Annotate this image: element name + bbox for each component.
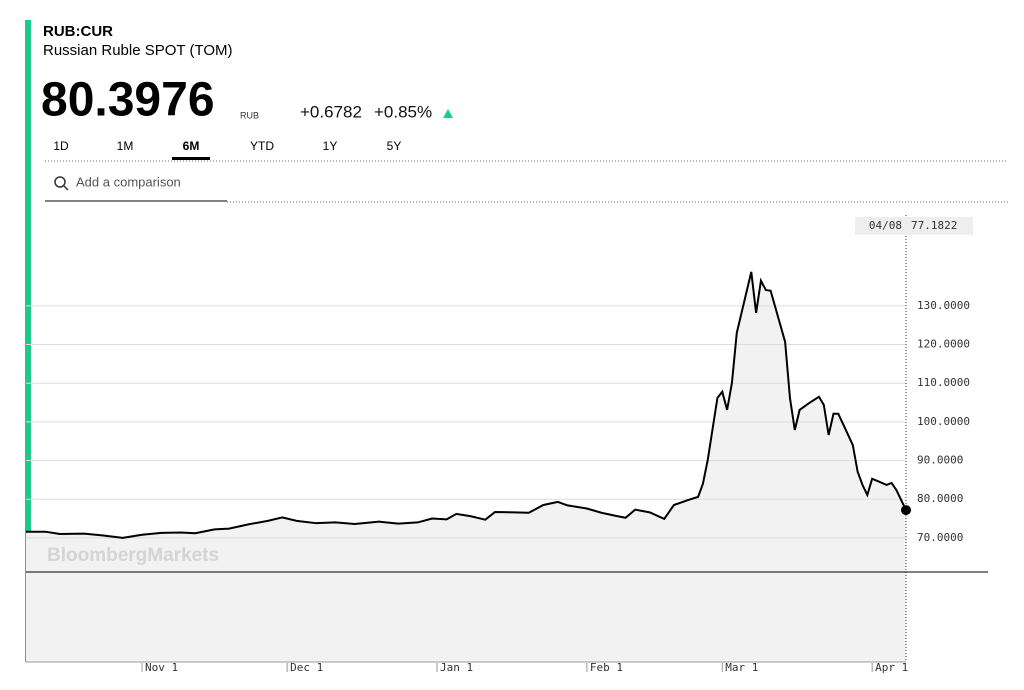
search[interactable]: Add a comparison (54, 174, 181, 191)
tab[interactable]: 1M (117, 139, 134, 153)
tooltip-date: 04/08 (869, 219, 902, 232)
x-tick-label: Feb 1 (590, 661, 623, 674)
y-tick-label: 110.0000 (917, 376, 970, 389)
tab[interactable]: 1Y (323, 139, 338, 153)
currency: RUB (240, 110, 259, 120)
tab[interactable]: YTD (250, 139, 274, 153)
price-line (26, 271, 907, 539)
end-point (901, 505, 911, 516)
tab[interactable]: 5Y (387, 139, 402, 153)
y-tick-label: 130.0000 (917, 299, 970, 312)
search-placeholder[interactable]: Add a comparison (76, 174, 181, 189)
x-tick-label: Dec 1 (290, 661, 323, 674)
change: +0.6782 (300, 102, 362, 121)
y-tick-label: 100.0000 (917, 415, 970, 428)
y-tick-label: 70.0000 (917, 531, 963, 544)
search-icon (63, 185, 69, 191)
change-pct: +0.85% (374, 102, 432, 121)
tab-underline (172, 157, 210, 160)
ticker: RUB:CUR (43, 23, 113, 40)
search-icon (54, 176, 66, 188)
plot: 70.0000 80.0000 90.0000 100.0000 110.0000 120… (26, 215, 988, 674)
up-arrow (443, 109, 453, 118)
y-tick-label: 120.0000 (917, 338, 970, 351)
area (26, 271, 906, 662)
x-tick-label: Apr 1 (875, 661, 908, 674)
tab[interactable]: 6M (183, 139, 200, 153)
x-tick-label: Jan 1 (440, 661, 473, 674)
y-tick-label: 90.0000 (917, 454, 963, 467)
tooltip-box (855, 217, 973, 235)
tab[interactable]: 1D (53, 139, 69, 153)
x-tick-label: Nov 1 (145, 661, 178, 674)
instrument-name: Russian Ruble SPOT (TOM) (43, 42, 233, 59)
accent-bar (25, 20, 31, 662)
x-tick-label: Mar 1 (725, 661, 758, 674)
watermark: BloombergMarkets (47, 545, 219, 566)
tabs: 1D 1M 6M YTD 1Y 5Y (53, 139, 401, 160)
price: 80.3976 (41, 74, 215, 127)
tooltip-value: 77.1822 (911, 219, 957, 232)
y-tick-label: 80.0000 (917, 492, 963, 505)
